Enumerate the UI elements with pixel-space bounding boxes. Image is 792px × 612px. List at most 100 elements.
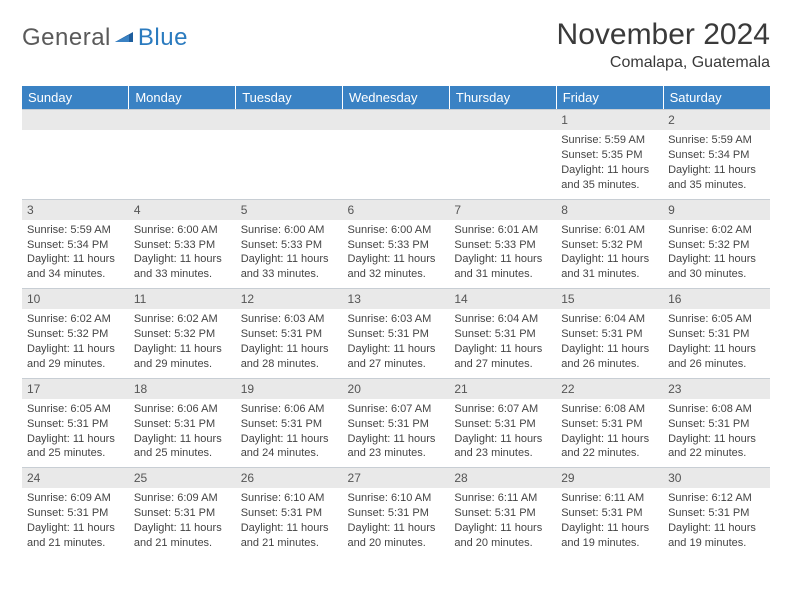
calendar-cell bbox=[449, 130, 556, 198]
calendar-cell-daynum bbox=[129, 109, 236, 130]
day-number: 14 bbox=[449, 288, 556, 309]
sunset-text: Sunset: 5:32 PM bbox=[27, 327, 124, 342]
sunrise-text: Sunrise: 5:59 AM bbox=[561, 133, 658, 148]
calendar-cell: Sunrise: 6:10 AMSunset: 5:31 PMDaylight:… bbox=[343, 488, 450, 556]
sunrise-text: Sunrise: 6:06 AM bbox=[241, 402, 338, 417]
daylight-text: Daylight: 11 hours and 27 minutes. bbox=[348, 342, 445, 372]
day-number: 23 bbox=[663, 378, 770, 399]
calendar-cell: Sunrise: 6:05 AMSunset: 5:31 PMDaylight:… bbox=[663, 309, 770, 377]
flag-icon bbox=[115, 28, 135, 49]
calendar-cell: Sunrise: 6:00 AMSunset: 5:33 PMDaylight:… bbox=[343, 220, 450, 288]
sunrise-text: Sunrise: 6:00 AM bbox=[348, 223, 445, 238]
day-number: 12 bbox=[236, 288, 343, 309]
calendar-body-row: Sunrise: 6:09 AMSunset: 5:31 PMDaylight:… bbox=[22, 488, 770, 556]
calendar-cell bbox=[22, 130, 129, 198]
day-body bbox=[22, 130, 129, 190]
day-header: Thursday bbox=[449, 86, 556, 109]
day-body bbox=[129, 130, 236, 190]
day-number: 28 bbox=[449, 467, 556, 488]
calendar-cell-daynum: 21 bbox=[449, 378, 556, 399]
day-body: Sunrise: 6:09 AMSunset: 5:31 PMDaylight:… bbox=[22, 488, 129, 556]
sunset-text: Sunset: 5:31 PM bbox=[348, 506, 445, 521]
sunset-text: Sunset: 5:31 PM bbox=[668, 506, 765, 521]
daylight-text: Daylight: 11 hours and 24 minutes. bbox=[241, 432, 338, 462]
day-number: 25 bbox=[129, 467, 236, 488]
sunset-text: Sunset: 5:31 PM bbox=[134, 506, 231, 521]
calendar-cell-daynum: 14 bbox=[449, 288, 556, 309]
calendar-cell: Sunrise: 6:03 AMSunset: 5:31 PMDaylight:… bbox=[236, 309, 343, 377]
daylight-text: Daylight: 11 hours and 28 minutes. bbox=[241, 342, 338, 372]
day-body: Sunrise: 6:11 AMSunset: 5:31 PMDaylight:… bbox=[449, 488, 556, 556]
sunset-text: Sunset: 5:31 PM bbox=[348, 417, 445, 432]
day-body: Sunrise: 5:59 AMSunset: 5:34 PMDaylight:… bbox=[22, 220, 129, 288]
day-number: 10 bbox=[22, 288, 129, 309]
day-body: Sunrise: 6:05 AMSunset: 5:31 PMDaylight:… bbox=[663, 309, 770, 377]
calendar-cell: Sunrise: 6:05 AMSunset: 5:31 PMDaylight:… bbox=[22, 399, 129, 467]
day-number: 13 bbox=[343, 288, 450, 309]
day-number: 27 bbox=[343, 467, 450, 488]
daylight-text: Daylight: 11 hours and 31 minutes. bbox=[454, 252, 551, 282]
calendar-cell-daynum: 1 bbox=[556, 109, 663, 130]
day-number: 17 bbox=[22, 378, 129, 399]
title-block: November 2024 Comalapa, Guatemala bbox=[557, 18, 770, 72]
day-body: Sunrise: 6:08 AMSunset: 5:31 PMDaylight:… bbox=[556, 399, 663, 467]
calendar-cell-daynum bbox=[343, 109, 450, 130]
sunrise-text: Sunrise: 6:10 AM bbox=[348, 491, 445, 506]
day-number: 24 bbox=[22, 467, 129, 488]
calendar-cell-daynum: 11 bbox=[129, 288, 236, 309]
calendar-cell: Sunrise: 6:11 AMSunset: 5:31 PMDaylight:… bbox=[449, 488, 556, 556]
calendar-cell-daynum: 12 bbox=[236, 288, 343, 309]
day-number: 15 bbox=[556, 288, 663, 309]
sunrise-text: Sunrise: 6:08 AM bbox=[668, 402, 765, 417]
day-body: Sunrise: 6:01 AMSunset: 5:32 PMDaylight:… bbox=[556, 220, 663, 288]
sunrise-text: Sunrise: 6:00 AM bbox=[241, 223, 338, 238]
calendar-cell-daynum: 17 bbox=[22, 378, 129, 399]
day-header: Friday bbox=[556, 86, 663, 109]
day-number bbox=[129, 109, 236, 130]
daylight-text: Daylight: 11 hours and 35 minutes. bbox=[561, 163, 658, 193]
day-number: 8 bbox=[556, 199, 663, 220]
day-number bbox=[343, 109, 450, 130]
day-body: Sunrise: 5:59 AMSunset: 5:35 PMDaylight:… bbox=[556, 130, 663, 198]
day-body: Sunrise: 5:59 AMSunset: 5:34 PMDaylight:… bbox=[663, 130, 770, 198]
sunrise-text: Sunrise: 5:59 AM bbox=[668, 133, 765, 148]
sunset-text: Sunset: 5:31 PM bbox=[27, 506, 124, 521]
calendar-cell-daynum: 28 bbox=[449, 467, 556, 488]
day-body: Sunrise: 6:12 AMSunset: 5:31 PMDaylight:… bbox=[663, 488, 770, 556]
calendar-cell-daynum: 3 bbox=[22, 199, 129, 220]
day-number: 29 bbox=[556, 467, 663, 488]
calendar-cell: Sunrise: 6:11 AMSunset: 5:31 PMDaylight:… bbox=[556, 488, 663, 556]
day-body: Sunrise: 6:09 AMSunset: 5:31 PMDaylight:… bbox=[129, 488, 236, 556]
day-header: Sunday bbox=[22, 86, 129, 109]
day-header: Wednesday bbox=[343, 86, 450, 109]
sunset-text: Sunset: 5:31 PM bbox=[668, 417, 765, 432]
sunrise-text: Sunrise: 6:02 AM bbox=[668, 223, 765, 238]
logo-text-general: General bbox=[22, 24, 111, 52]
sunrise-text: Sunrise: 6:05 AM bbox=[27, 402, 124, 417]
calendar-cell: Sunrise: 6:07 AMSunset: 5:31 PMDaylight:… bbox=[343, 399, 450, 467]
daylight-text: Daylight: 11 hours and 19 minutes. bbox=[668, 521, 765, 551]
calendar-cell-daynum: 29 bbox=[556, 467, 663, 488]
calendar-cell: Sunrise: 6:01 AMSunset: 5:32 PMDaylight:… bbox=[556, 220, 663, 288]
sunrise-text: Sunrise: 6:09 AM bbox=[27, 491, 124, 506]
calendar-cell: Sunrise: 6:08 AMSunset: 5:31 PMDaylight:… bbox=[556, 399, 663, 467]
calendar-cell-daynum: 27 bbox=[343, 467, 450, 488]
day-body: Sunrise: 6:00 AMSunset: 5:33 PMDaylight:… bbox=[236, 220, 343, 288]
day-number: 2 bbox=[663, 109, 770, 130]
day-body: Sunrise: 6:04 AMSunset: 5:31 PMDaylight:… bbox=[556, 309, 663, 377]
daylight-text: Daylight: 11 hours and 22 minutes. bbox=[561, 432, 658, 462]
calendar-cell-daynum bbox=[449, 109, 556, 130]
sunset-text: Sunset: 5:31 PM bbox=[561, 327, 658, 342]
calendar-daynum-row: 3456789 bbox=[22, 199, 770, 220]
calendar-cell-daynum: 2 bbox=[663, 109, 770, 130]
sunset-text: Sunset: 5:33 PM bbox=[454, 238, 551, 253]
daylight-text: Daylight: 11 hours and 21 minutes. bbox=[134, 521, 231, 551]
day-body bbox=[343, 130, 450, 190]
header: General Blue November 2024 Comalapa, Gua… bbox=[22, 18, 770, 72]
day-body: Sunrise: 6:01 AMSunset: 5:33 PMDaylight:… bbox=[449, 220, 556, 288]
calendar-cell: Sunrise: 6:04 AMSunset: 5:31 PMDaylight:… bbox=[556, 309, 663, 377]
calendar-cell: Sunrise: 5:59 AMSunset: 5:34 PMDaylight:… bbox=[22, 220, 129, 288]
day-body: Sunrise: 6:05 AMSunset: 5:31 PMDaylight:… bbox=[22, 399, 129, 467]
sunset-text: Sunset: 5:31 PM bbox=[561, 417, 658, 432]
sunset-text: Sunset: 5:31 PM bbox=[241, 506, 338, 521]
